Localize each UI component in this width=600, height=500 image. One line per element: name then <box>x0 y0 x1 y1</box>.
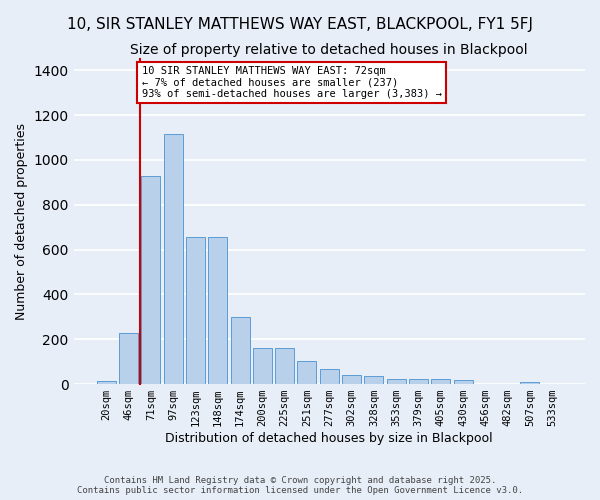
Bar <box>230 317 250 384</box>
Bar <box>164 134 182 384</box>
Text: 10, SIR STANLEY MATTHEWS WAY EAST, BLACKPOOL, FY1 5FJ: 10, SIR STANLEY MATTHEWS WAY EAST, BLACK… <box>67 18 533 32</box>
Title: Size of property relative to detached houses in Blackpool: Size of property relative to detached ho… <box>130 42 528 56</box>
Bar <box>253 348 272 384</box>
Bar <box>386 379 406 384</box>
Bar <box>186 238 205 384</box>
Bar <box>342 375 361 384</box>
Bar <box>119 332 138 384</box>
Bar <box>298 360 316 384</box>
X-axis label: Distribution of detached houses by size in Blackpool: Distribution of detached houses by size … <box>166 432 493 445</box>
Bar <box>454 380 473 384</box>
Bar <box>208 238 227 384</box>
Text: 10 SIR STANLEY MATTHEWS WAY EAST: 72sqm
← 7% of detached houses are smaller (237: 10 SIR STANLEY MATTHEWS WAY EAST: 72sqm … <box>142 66 442 99</box>
Bar <box>409 379 428 384</box>
Bar <box>520 382 539 384</box>
Text: Contains HM Land Registry data © Crown copyright and database right 2025.
Contai: Contains HM Land Registry data © Crown c… <box>77 476 523 495</box>
Bar <box>364 376 383 384</box>
Bar <box>320 369 339 384</box>
Y-axis label: Number of detached properties: Number of detached properties <box>15 123 28 320</box>
Bar <box>142 176 160 384</box>
Bar <box>275 348 294 384</box>
Bar <box>431 379 450 384</box>
Bar <box>97 380 116 384</box>
